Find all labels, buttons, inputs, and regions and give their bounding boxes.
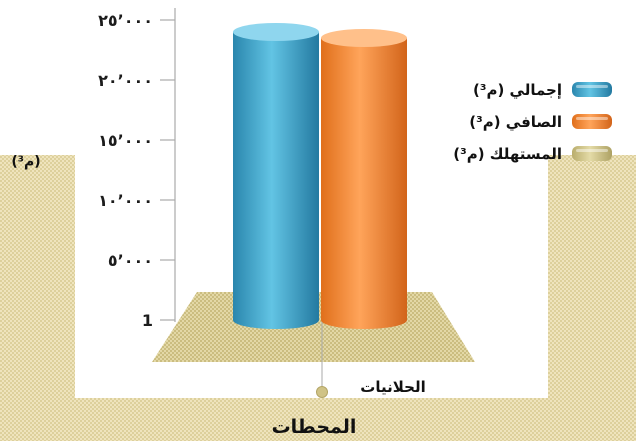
y-axis-ticks: 1 ٥٬٠٠٠ ١٠٬٠٠٠ ١٥٬٠٠٠ ٢٠٬٠٠٠ ٢٥٬٠٠٠ <box>98 11 175 330</box>
legend-swatch-highlight <box>576 149 608 152</box>
legend: إجمالي (م³) الصافي (م³) المستهلك (م³) <box>453 81 612 163</box>
x-category-marker <box>316 386 328 398</box>
x-axis-title: المحطات <box>272 416 357 438</box>
legend-swatch-net <box>572 114 612 129</box>
background-band-bottom <box>0 398 636 441</box>
y-tick-label: ٢٥٬٠٠٠ <box>98 11 153 30</box>
y-tick-label: ٢٠٬٠٠٠ <box>98 71 153 90</box>
y-axis-unit-label: (م³) <box>11 154 40 170</box>
y-tick-label: ١٠٬٠٠٠ <box>98 191 153 210</box>
legend-swatch-consumed <box>572 146 612 161</box>
bar-net <box>321 38 407 329</box>
y-tick-label: 1 <box>142 311 153 330</box>
bar-total <box>233 32 319 329</box>
x-category-label: الحلانيات <box>360 378 425 396</box>
bars <box>233 23 407 329</box>
bar-total-top <box>233 23 319 42</box>
legend-label-consumed: المستهلك (م³) <box>453 145 562 163</box>
legend-swatch-total <box>572 82 612 97</box>
legend-swatch-highlight <box>576 117 608 120</box>
bar-net-top <box>321 29 407 48</box>
legend-label-total: إجمالي (م³) <box>473 81 562 99</box>
legend-swatch-highlight <box>576 85 608 88</box>
background-band-right <box>548 155 636 441</box>
y-tick-label: ١٥٬٠٠٠ <box>98 131 153 150</box>
legend-label-net: الصافي (م³) <box>469 113 562 131</box>
y-tick-label: ٥٬٠٠٠ <box>108 251 153 270</box>
